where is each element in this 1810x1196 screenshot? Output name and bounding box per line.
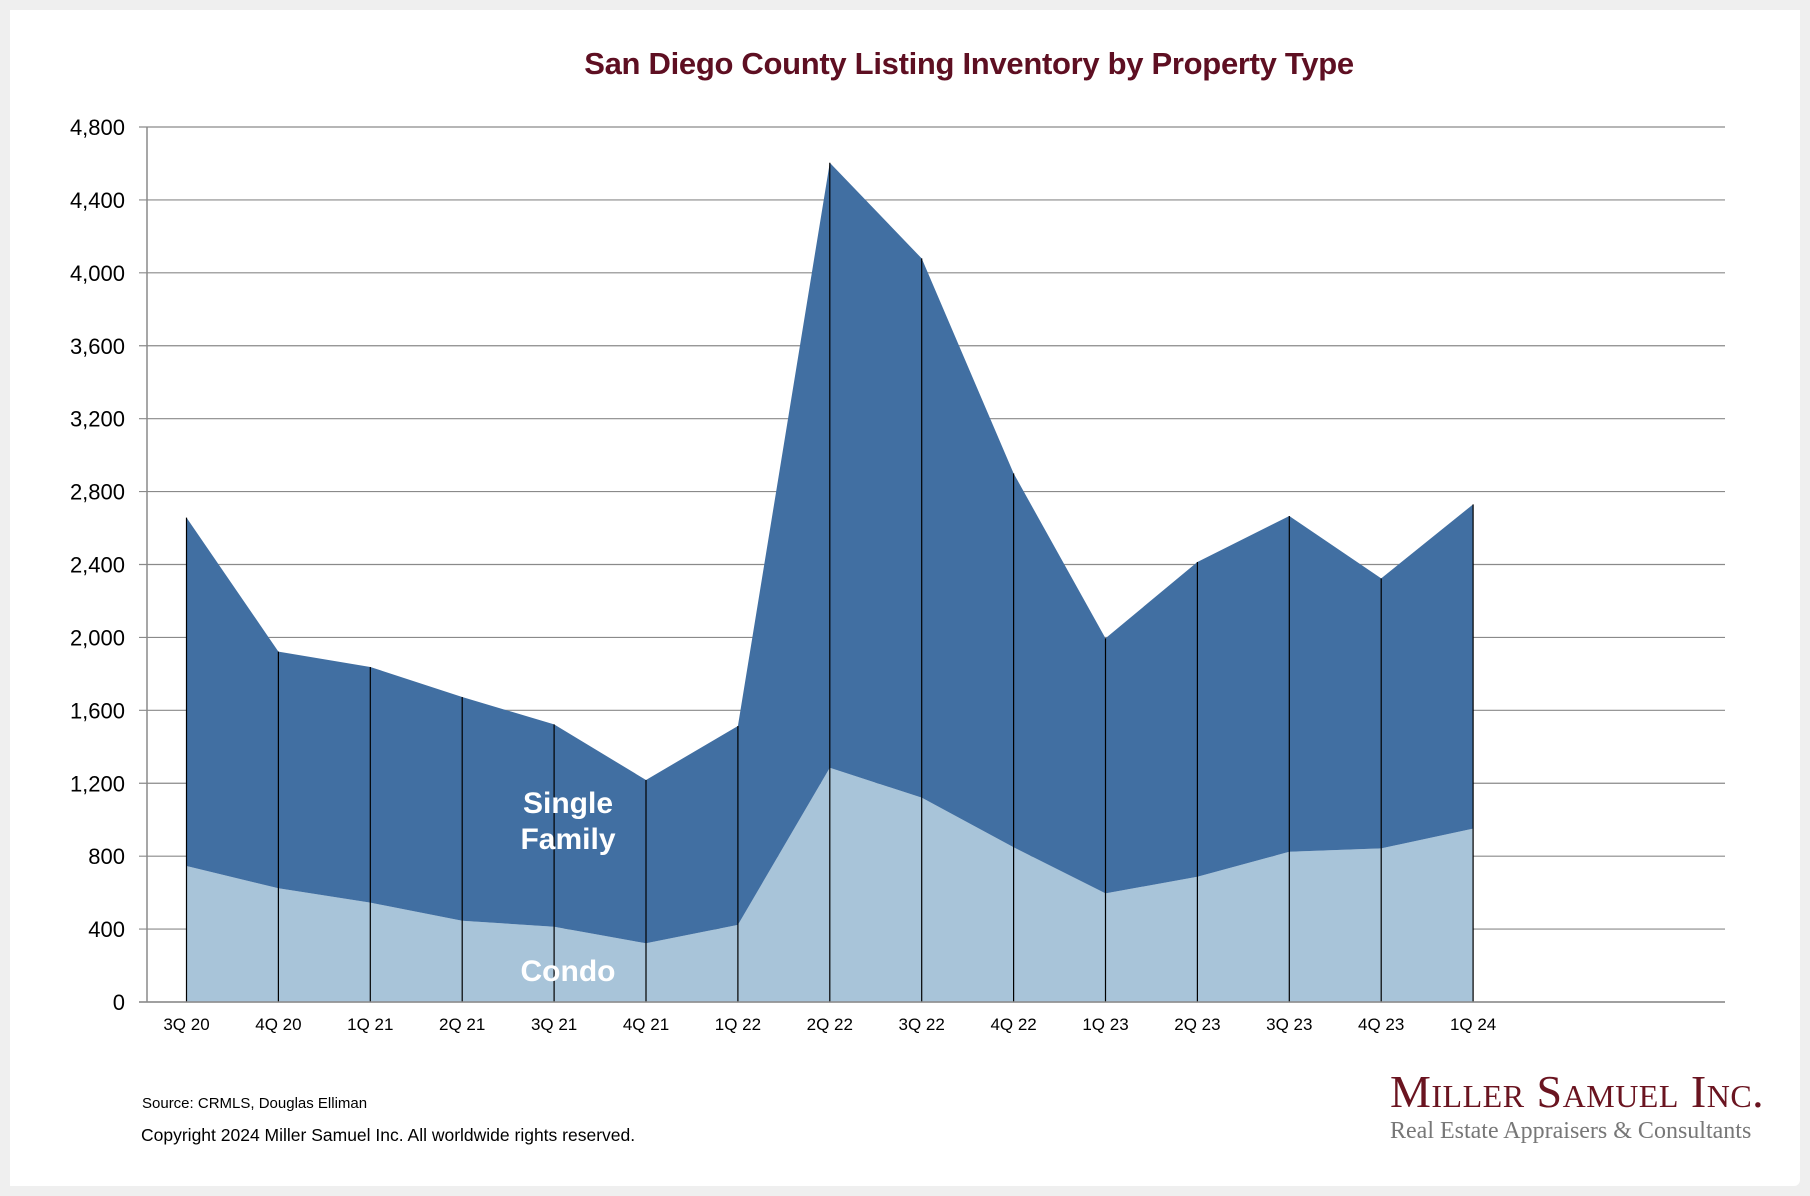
x-tick-label: 3Q 20 — [163, 1015, 209, 1034]
chart-title: San Diego County Listing Inventory by Pr… — [584, 46, 1354, 81]
y-tick-label: 400 — [88, 917, 125, 942]
x-tick-label: 4Q 22 — [990, 1015, 1036, 1034]
y-tick-label: 0 — [113, 990, 125, 1015]
x-tick-label: 1Q 21 — [347, 1015, 393, 1034]
x-tick-label: 1Q 24 — [1450, 1015, 1496, 1034]
source-note: Source: CRMLS, Douglas Elliman — [142, 1095, 368, 1112]
series-label-condo: Condo — [521, 955, 616, 988]
x-tick-label: 1Q 22 — [715, 1015, 761, 1034]
x-tick-labels: 3Q 20 4Q 20 1Q 21 2Q 21 3Q 21 4Q 21 1Q 22 2Q 22… — [163, 1015, 1496, 1034]
logo-tagline: Real Estate Appraisers & Consultants — [1390, 1118, 1752, 1144]
x-tick-label: 3Q 23 — [1266, 1015, 1312, 1034]
y-tick-labels: 0 400 800 1,200 1,600 2,000 2,400 2,800 3,200 3,6… — [70, 115, 125, 1015]
x-tick-label: 4Q 20 — [255, 1015, 301, 1034]
x-tick-label: 4Q 23 — [1358, 1015, 1404, 1034]
y-tick-label: 4,000 — [70, 261, 125, 286]
x-tick-label: 2Q 23 — [1174, 1015, 1220, 1034]
x-tick-label: 3Q 21 — [531, 1015, 577, 1034]
company-logo: Miller Samuel Inc. Real Estate Appraiser… — [1390, 1066, 1765, 1146]
y-tick-label: 2,400 — [70, 553, 125, 578]
logo-name: Miller Samuel Inc. — [1390, 1066, 1765, 1117]
series-labels: Single Family Condo — [520, 787, 615, 988]
x-tick-label: 2Q 22 — [807, 1015, 853, 1034]
y-tick-label: 3,200 — [70, 407, 125, 432]
series-label-single-family-line2: Family — [520, 823, 615, 856]
x-tick-label: 1Q 23 — [1082, 1015, 1128, 1034]
y-tick-label: 1,200 — [70, 771, 125, 796]
y-tick-label: 2,000 — [70, 625, 125, 650]
drop-lines — [185, 162, 1474, 1002]
x-tick-label: 4Q 21 — [623, 1015, 669, 1034]
y-tick-label: 1,600 — [70, 698, 125, 723]
y-tick-label: 3,600 — [70, 334, 125, 359]
series-label-single-family: Single — [523, 787, 613, 820]
y-tick-label: 4,800 — [70, 115, 125, 140]
x-tick-label: 3Q 22 — [899, 1015, 945, 1034]
y-tick-label: 4,400 — [70, 188, 125, 213]
y-tick-label: 2,800 — [70, 480, 125, 505]
axes — [139, 127, 1725, 1003]
x-tick-label: 2Q 21 — [439, 1015, 485, 1034]
copyright-note: Copyright 2024 Miller Samuel Inc. All wo… — [141, 1125, 636, 1145]
y-tick-label: 800 — [88, 844, 125, 869]
